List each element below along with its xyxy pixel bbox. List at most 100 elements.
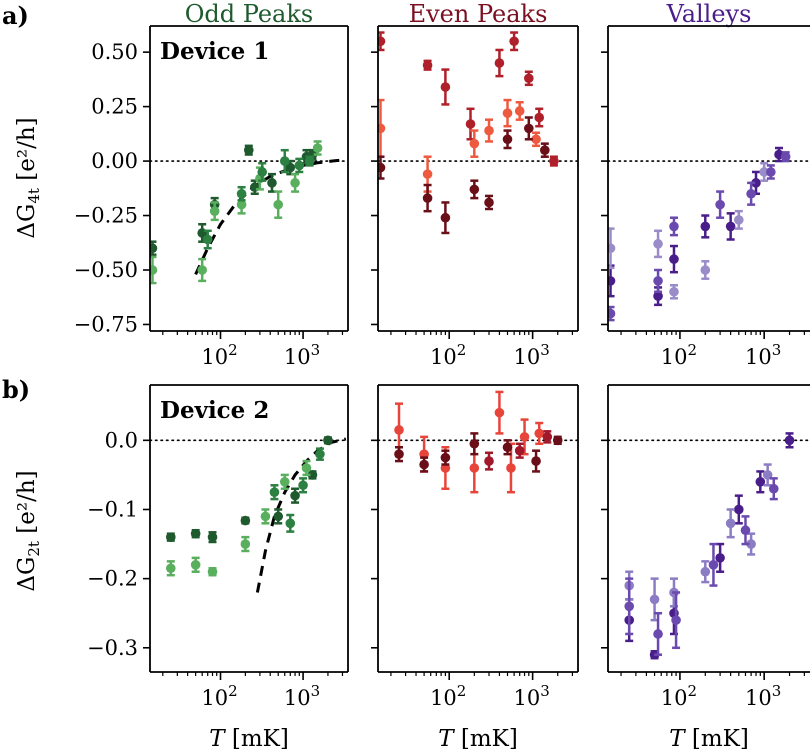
x-tick-label: 102 (430, 341, 466, 369)
data-series (378, 31, 559, 167)
data-point (484, 125, 494, 136)
x-axis-label: T [mK] (438, 726, 518, 752)
data-point (502, 134, 513, 145)
y-tick-label: 0.50 (91, 40, 138, 64)
data-point (394, 425, 404, 435)
data-point (207, 566, 218, 577)
data-point (165, 563, 176, 574)
data-point (540, 145, 550, 155)
device-label: Device 2 (160, 397, 269, 424)
data-point (531, 456, 541, 466)
data-series (394, 432, 563, 473)
data-point (279, 477, 290, 487)
data-point (285, 518, 296, 529)
data-point (279, 156, 290, 166)
data-point (708, 560, 719, 570)
x-tick-label: 103 (284, 682, 320, 710)
data-point (290, 178, 300, 188)
data-point (746, 188, 756, 199)
data-point (653, 629, 663, 639)
y-tick-label: −0.25 (74, 204, 138, 228)
data-point (267, 178, 277, 188)
y-tick-label: −0.75 (74, 312, 138, 336)
data-point (768, 483, 779, 494)
data-point (469, 463, 480, 473)
data-point (469, 138, 480, 149)
data-point (301, 463, 312, 473)
data-point (700, 566, 711, 577)
data-point (394, 449, 404, 459)
data-point (202, 234, 213, 245)
x-tick-label: 103 (284, 341, 320, 369)
data-point (725, 221, 736, 232)
fit-curve (255, 437, 347, 593)
y-tick-label: 0.00 (91, 149, 138, 173)
data-point (165, 532, 176, 542)
plot-area (608, 146, 791, 322)
fit-curve (194, 158, 346, 276)
data-point (469, 438, 480, 449)
data-point (608, 243, 616, 254)
data-point (751, 178, 761, 188)
device-label: Device 1 (160, 38, 269, 65)
data-point (440, 212, 451, 223)
data-point (653, 291, 663, 301)
data-series (378, 98, 541, 193)
data-point (260, 511, 271, 522)
data-point (307, 470, 318, 480)
y-tick-label: −0.1 (87, 497, 138, 521)
data-point (378, 123, 386, 134)
y-tick-label: 0.0 (105, 428, 138, 452)
panel: 102 103 (371, 25, 579, 369)
data-point (780, 151, 791, 162)
x-axis-label: T [mK] (669, 726, 749, 752)
data-point (422, 169, 433, 179)
data-point (304, 156, 315, 166)
data-series (269, 447, 325, 533)
data-point (484, 197, 494, 208)
data-series (394, 390, 545, 494)
panel-tag: a) (2, 1, 29, 30)
column-title: Even Peaks (409, 0, 548, 28)
data-series (624, 477, 779, 656)
data-point (315, 449, 325, 459)
data-point (197, 265, 207, 275)
x-tick-label: 103 (745, 682, 781, 710)
panel: 0.0 −0.1 −0.2 −0.3 102 103 Device 2 (87, 384, 349, 710)
data-point (502, 108, 513, 118)
data-point (422, 193, 433, 203)
data-point (209, 206, 220, 216)
x-tick-label: 103 (745, 341, 781, 369)
data-point (531, 134, 541, 145)
data-series (165, 459, 312, 577)
data-point (755, 477, 766, 487)
data-series (608, 151, 791, 322)
data-point (715, 553, 725, 563)
panel: 0.50 0.25 0.00 −0.25 −0.50 −0.75 102 103 Device … (74, 25, 349, 369)
x-axis-label: T [mK] (209, 726, 289, 752)
data-series (608, 146, 784, 307)
data-point (624, 601, 635, 612)
data-point (422, 60, 433, 71)
data-point (243, 145, 254, 155)
data-point (534, 112, 545, 123)
data-point (190, 528, 201, 539)
data-point (653, 276, 663, 286)
data-point (653, 239, 663, 249)
data-point (524, 123, 534, 134)
plot-area (624, 432, 795, 660)
data-point (514, 445, 525, 456)
data-point (257, 167, 268, 177)
x-tick-label: 102 (661, 341, 697, 369)
data-point (290, 490, 300, 501)
data-point (298, 480, 308, 491)
x-tick-label: 102 (201, 341, 237, 369)
data-point (494, 58, 505, 68)
data-point (240, 515, 251, 526)
data-point (150, 265, 158, 275)
column-title: Odd Peaks (185, 0, 313, 28)
data-point (273, 199, 284, 210)
data-point (740, 525, 751, 536)
x-tick-label: 103 (513, 341, 549, 369)
